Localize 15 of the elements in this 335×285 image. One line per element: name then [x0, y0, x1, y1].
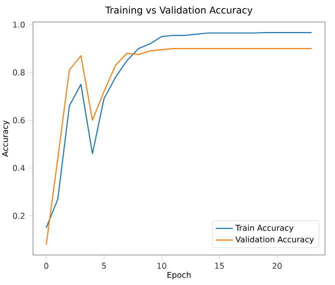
- x-tick-label: 10: [157, 262, 166, 269]
- legend-label: Train Accuracy: [235, 224, 294, 232]
- chart-title: Training vs Validation Accuracy: [105, 6, 252, 16]
- y-tick-label: 1.0: [13, 22, 25, 28]
- x-axis-title: Epoch: [168, 272, 191, 280]
- x-tick-label: 5: [102, 262, 106, 269]
- x-tick-label: 15: [215, 262, 224, 269]
- x-tick-label: 0: [44, 262, 48, 269]
- legend-label: Validation Accuracy: [235, 236, 314, 244]
- y-tick-label: 0.6: [13, 117, 25, 124]
- y-tick-label: 0.2: [13, 212, 24, 219]
- y-axis-title: Accuracy: [2, 120, 10, 157]
- x-tick-label: 20: [272, 262, 282, 269]
- y-tick-label: 0.4: [13, 164, 25, 172]
- y-tick-label: 0.8: [13, 69, 25, 76]
